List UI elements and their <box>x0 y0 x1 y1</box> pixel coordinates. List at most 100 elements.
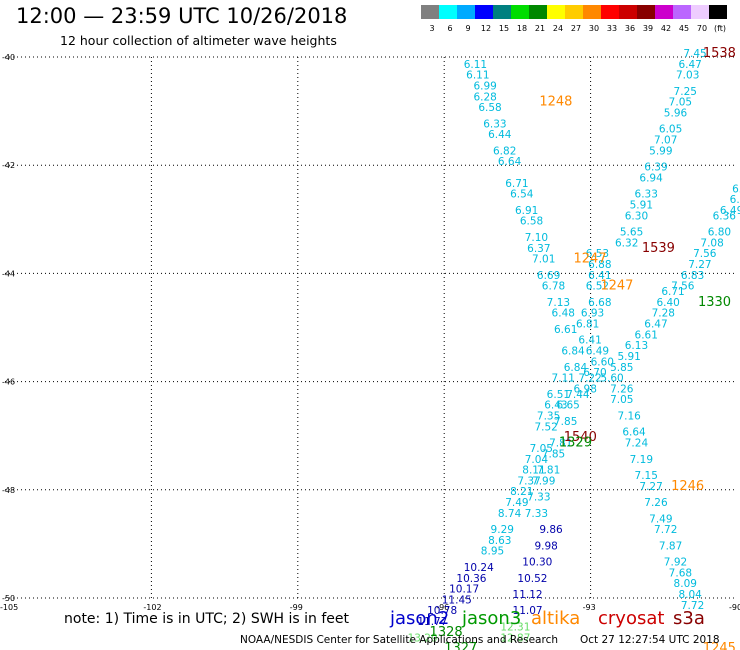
wave-height-value: 6.44 <box>488 129 512 141</box>
wave-height-value: 7.03 <box>676 70 699 82</box>
wave-height-value: 5.91 <box>617 351 640 363</box>
wave-height-value: 6.28 <box>473 91 496 103</box>
scale-label: (ft) <box>714 24 726 33</box>
wave-height-value: 6.70 <box>583 367 606 379</box>
wave-height-value: 8.09 <box>674 578 697 590</box>
wave-height-value: 7.07 <box>654 135 677 147</box>
wave-height-value: 12.87 <box>500 632 530 644</box>
lon-label: -99 <box>290 603 303 612</box>
legend-cryosat: cryosat <box>598 608 665 629</box>
lat-label: -46 <box>2 378 15 387</box>
scale-swatch <box>547 5 565 19</box>
wave-height-value: 7.37 <box>517 475 540 487</box>
wave-height-value: 7.05 <box>530 443 553 455</box>
wave-height-value: 6.69 <box>537 270 560 282</box>
wave-height-value: 8.95 <box>481 546 504 558</box>
wave-height-value: 7.99 <box>532 475 555 487</box>
wave-height-value: 6.64 <box>622 427 646 439</box>
wave-height-value: 7.52 <box>534 421 557 433</box>
scale-swatch <box>493 5 511 19</box>
wave-height-value: 7.24 <box>625 438 649 450</box>
wave-height-value: 6.78 <box>730 194 740 206</box>
wave-height-value: 6.33 <box>635 189 658 201</box>
pass-time-label: 1247 <box>574 252 607 267</box>
wave-height-value: 6.65 <box>556 400 579 412</box>
wave-height-value: 7.08 <box>700 237 723 249</box>
wave-height-value: 10.24 <box>464 562 494 574</box>
pass-time-label: 1538 <box>703 46 736 61</box>
scale-label: 33 <box>607 24 617 33</box>
scale-label: 70 <box>697 24 707 33</box>
wave-height-value: 9.86 <box>539 524 563 536</box>
wave-height-value: 5.60 <box>600 373 623 385</box>
pass-time-label: 1247 <box>600 279 633 294</box>
wave-height-value: 13.29 <box>408 632 438 644</box>
wave-height-value: 7.85 <box>542 448 565 460</box>
legend-altika: altika <box>531 608 581 629</box>
lat-label: -40 <box>2 53 15 62</box>
wave-height-value: 8.11 <box>522 465 545 477</box>
wave-height-value: 11.12 <box>513 589 543 601</box>
map-subtitle: 12 hour collection of altimeter wave hei… <box>60 33 337 48</box>
wave-height-value: 7.26 <box>644 497 668 509</box>
legend-jason3: jason3 <box>462 608 522 629</box>
wave-height-value: 6.88 <box>588 259 611 271</box>
wave-height-value: 6.91 <box>515 205 538 217</box>
wave-height-value: 10.52 <box>517 573 547 585</box>
wave-height-value: 7.28 <box>652 308 675 320</box>
wave-height-value: 7.04 <box>525 454 549 466</box>
wave-height-value: 12.31 <box>500 621 530 633</box>
scale-label: 27 <box>571 24 581 33</box>
wave-height-value: 6.41 <box>578 335 601 347</box>
wave-height-value: 7.05 <box>610 394 633 406</box>
wave-height-value: 6.33 <box>483 118 506 130</box>
pass-time-label: 1246 <box>671 479 704 494</box>
scale-swatch <box>457 5 475 19</box>
wave-height-value: 6.54 <box>510 189 534 201</box>
wave-height-value: 7.44 <box>566 389 590 401</box>
wave-height-value: 6.32 <box>615 237 638 249</box>
wave-height-value: 7.10 <box>525 232 548 244</box>
scale-label: 30 <box>589 24 599 33</box>
wave-height-value: 5.99 <box>649 145 672 157</box>
wave-height-value: 6.71 <box>661 286 684 298</box>
wave-height-value: 7.22 <box>578 373 601 385</box>
wave-height-value: 10.30 <box>522 557 552 569</box>
wave-height-value: 6.99 <box>473 80 496 92</box>
scale-label: 45 <box>679 24 689 33</box>
scale-swatch <box>439 5 457 19</box>
generated-timestamp: Oct 27 12:27:54 UTC 2018 <box>580 634 720 646</box>
wave-height-value: 6.64 <box>498 156 522 168</box>
wave-height-value: 6.41 <box>588 270 611 282</box>
wave-height-value: 7.56 <box>693 248 717 260</box>
pass-time-label: 1328 <box>430 625 463 640</box>
wave-height-value: 6.43 <box>544 400 567 412</box>
wave-height-value: 7.35 <box>537 410 560 422</box>
scale-label: 36 <box>625 24 635 33</box>
pass-time-label: 1248 <box>539 95 572 110</box>
wave-height-value: 6.47 <box>678 59 701 71</box>
wave-height-value: 8.21 <box>510 486 533 498</box>
wave-height-value: 6.6 <box>732 183 740 195</box>
wave-height-color-scale: 3 6 9 12 15 18 21 24 27 30 33 36 39 42 45 70 (ft) <box>421 5 727 33</box>
wave-height-value: 7.49 <box>649 513 672 525</box>
scale-swatch <box>565 5 583 19</box>
wave-height-value: 6.40 <box>656 297 679 309</box>
scale-swatch <box>637 5 655 19</box>
wave-height-value: 7.72 <box>654 524 677 536</box>
wave-height-value: 6.52 <box>586 281 609 293</box>
wave-height-value: 6.58 <box>520 216 543 228</box>
wave-height-value: 6.47 <box>644 319 667 331</box>
wave-height-value: 6.60 <box>591 356 614 368</box>
lon-label: -90 <box>729 603 740 612</box>
wave-height-value: 6.36 <box>713 210 737 222</box>
wave-height-value: 7.26 <box>610 383 634 395</box>
scale-label: 9 <box>465 24 470 33</box>
wave-height-value: 7.72 <box>681 600 704 612</box>
wave-height-value: 6.13 <box>625 340 648 352</box>
wave-height-value: 6.11 <box>466 70 489 82</box>
wave-height-value: 6.93 <box>581 308 604 320</box>
legend-s3a: s3a <box>673 608 705 629</box>
wave-height-value: 6.49 <box>720 205 740 217</box>
wave-height-value: 8.04 <box>678 589 702 601</box>
